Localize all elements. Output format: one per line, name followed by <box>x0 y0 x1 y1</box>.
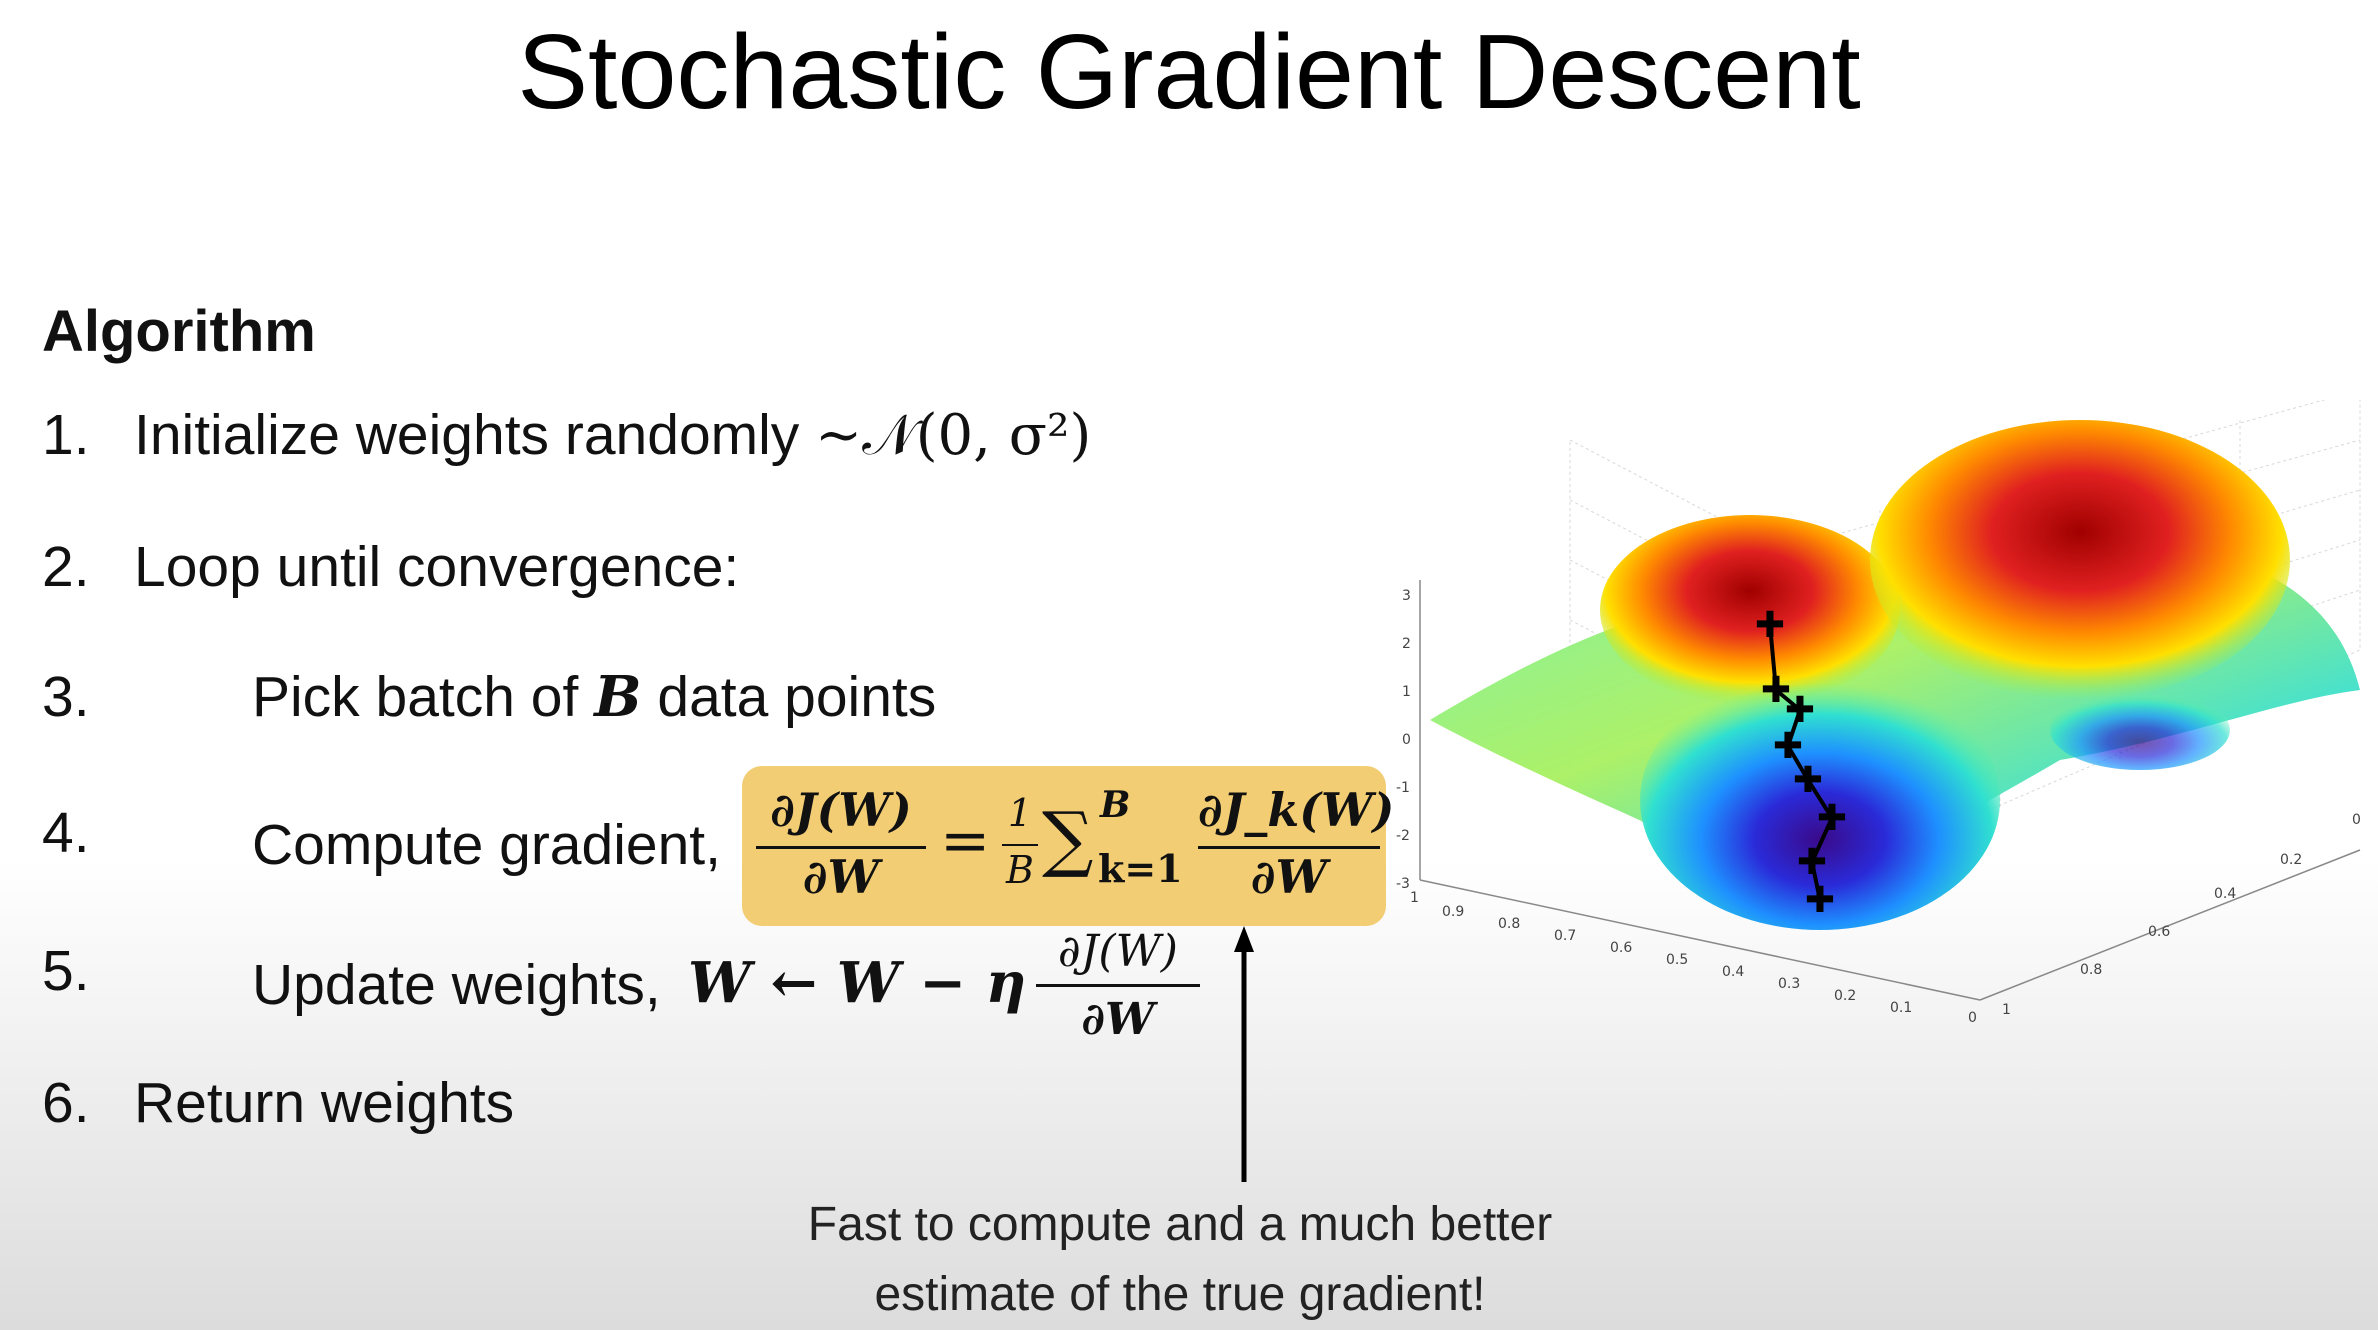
y-tick: 0 <box>2352 812 2361 828</box>
step-2-text: Loop until convergence: <box>134 535 740 599</box>
svg-text:✚: ✚ <box>1773 726 1803 767</box>
gradient-rhs-numerator: ∂J_k(W) <box>1198 783 1395 837</box>
x-tick: 0.1 <box>1890 1000 1912 1016</box>
z-tick: 2 <box>1402 636 1411 652</box>
gradient-rhs-denominator: ∂W <box>1250 850 1328 904</box>
gradient-rhs-fraction: ∂J_k(W) ∂W <box>1198 778 1395 906</box>
step-1-text: Initialize weights randomly ~𝒩(0, σ²) <box>134 402 1091 469</box>
y-tick: 0.4 <box>2214 886 2236 902</box>
svg-text:✚: ✚ <box>1755 605 1785 646</box>
x-tick: 0.3 <box>1778 976 1800 992</box>
svg-text:✚: ✚ <box>1817 798 1847 839</box>
x-tick: 0.9 <box>1442 904 1464 920</box>
step-4-text: Compute gradient, <box>252 813 721 877</box>
x-tick: 0.5 <box>1666 952 1688 968</box>
svg-text:✚: ✚ <box>1805 880 1835 921</box>
x-tick: 0.2 <box>1834 988 1856 1004</box>
step-3-label: Pick batch of <box>252 665 579 729</box>
step-3-batch-variable: B <box>594 664 642 730</box>
step-3-label-after: data points <box>657 665 937 729</box>
update-formula-numerator: ∂J(W) <box>1058 926 1178 977</box>
svg-text:✚: ✚ <box>1785 690 1815 731</box>
z-tick: -3 <box>1396 876 1410 892</box>
slide-title: Stochastic Gradient Descent <box>517 13 1861 131</box>
x-tick: 0.7 <box>1554 928 1576 944</box>
gradient-coefficient-denominator: B <box>1006 848 1034 892</box>
y-tick: 1 <box>2002 1002 2011 1018</box>
update-formula-lhs: W ← W − η <box>688 950 1027 1016</box>
summation-upper-limit: B <box>1100 784 1131 826</box>
step-3-number: 3. <box>42 665 90 729</box>
step-5-number: 5. <box>42 939 90 1003</box>
step-1-distribution: ~𝒩(0, σ²) <box>815 403 1092 468</box>
gradient-formula-box: ∂J(W) ∂W = 1 B ∑ B k=1 ∂J_k(W) ∂W <box>742 766 1395 926</box>
loss-surface-plot: ✚ ✚ ✚ ✚ ✚ ✚ ✚ ✚ 3 2 1 0 -1 -2 -3 1 0.9 0… <box>1396 400 2361 1026</box>
x-tick: 0 <box>1968 1010 1977 1026</box>
gradient-coefficient: 1 B <box>1002 788 1038 892</box>
y-tick: 0.6 <box>2148 924 2170 940</box>
svg-text:✚: ✚ <box>1793 760 1823 801</box>
gradient-equals-sign: = <box>940 806 991 876</box>
step-1-number: 1. <box>42 403 90 467</box>
step-4-number: 4. <box>42 801 90 865</box>
algorithm-heading: Algorithm <box>42 299 316 364</box>
svg-text:✚: ✚ <box>1761 670 1791 711</box>
summation-lower-limit: k=1 <box>1098 846 1183 891</box>
update-formula-fraction: ∂J(W) ∂W <box>1036 922 1200 1045</box>
gradient-coefficient-numerator: 1 <box>1007 791 1033 835</box>
x-tick: 1 <box>1410 890 1419 906</box>
z-tick: 0 <box>1402 732 1411 748</box>
step-5-text: Update weights, <box>252 953 661 1017</box>
x-tick: 0.4 <box>1722 964 1744 980</box>
arrow-up-icon <box>1234 926 1254 1182</box>
y-tick: 0.2 <box>2280 852 2302 868</box>
summation-sign: ∑ <box>1042 796 1094 880</box>
step-6-number: 6. <box>42 1071 90 1135</box>
gradient-lhs-fraction: ∂J(W) ∂W <box>756 778 926 906</box>
update-formula-denominator: ∂W <box>1081 994 1155 1045</box>
annotation-note: Fast to compute and a much better estima… <box>700 1190 1660 1330</box>
step-6-text: Return weights <box>134 1071 515 1135</box>
gradient-lhs-numerator: ∂J(W) <box>770 783 912 837</box>
step-2-number: 2. <box>42 535 90 599</box>
x-tick: 0.6 <box>1610 940 1632 956</box>
z-tick: 3 <box>1402 588 1411 604</box>
annotation-line-2: estimate of the true gradient! <box>874 1268 1486 1321</box>
x-tick: 0.8 <box>1498 916 1520 932</box>
svg-text:✚: ✚ <box>1797 842 1827 883</box>
annotation-line-1: Fast to compute and a much better <box>807 1198 1553 1251</box>
step-3-text: Pick batch of B data points <box>252 664 936 730</box>
y-tick: 0.8 <box>2080 962 2102 978</box>
z-tick: 1 <box>1402 684 1411 700</box>
gradient-lhs-denominator: ∂W <box>802 850 880 904</box>
step-1-label: Initialize weights randomly <box>134 403 800 467</box>
z-tick: -1 <box>1396 780 1410 796</box>
z-tick: -2 <box>1396 828 1410 844</box>
